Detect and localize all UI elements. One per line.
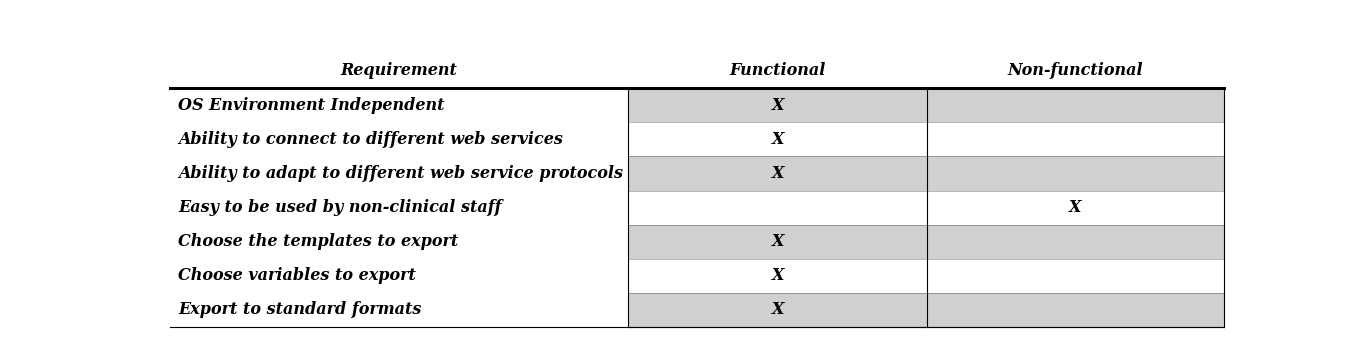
Bar — [628, 293, 1224, 327]
Bar — [628, 225, 1224, 259]
Text: X: X — [771, 267, 783, 284]
Bar — [628, 191, 1224, 225]
Text: X: X — [771, 131, 783, 148]
Bar — [628, 156, 1224, 191]
Text: Ability to adapt to different web service protocols: Ability to adapt to different web servic… — [178, 165, 623, 182]
Text: OS Environment Independent: OS Environment Independent — [178, 97, 445, 114]
Text: Export to standard formats: Export to standard formats — [178, 301, 422, 318]
Text: X: X — [771, 165, 783, 182]
Text: X: X — [1069, 199, 1081, 216]
Text: X: X — [771, 301, 783, 318]
Text: Functional: Functional — [729, 62, 826, 79]
Text: Requirement: Requirement — [341, 62, 458, 79]
Bar — [628, 259, 1224, 293]
Text: Choose variables to export: Choose variables to export — [178, 267, 416, 284]
Text: Choose the templates to export: Choose the templates to export — [178, 233, 458, 250]
Text: Non-functional: Non-functional — [1008, 62, 1144, 79]
Text: Easy to be used by non-clinical staff: Easy to be used by non-clinical staff — [178, 199, 502, 216]
Text: Ability to connect to different web services: Ability to connect to different web serv… — [178, 131, 563, 148]
Text: X: X — [771, 233, 783, 250]
Text: X: X — [771, 97, 783, 114]
Bar — [628, 122, 1224, 156]
Bar — [628, 88, 1224, 122]
